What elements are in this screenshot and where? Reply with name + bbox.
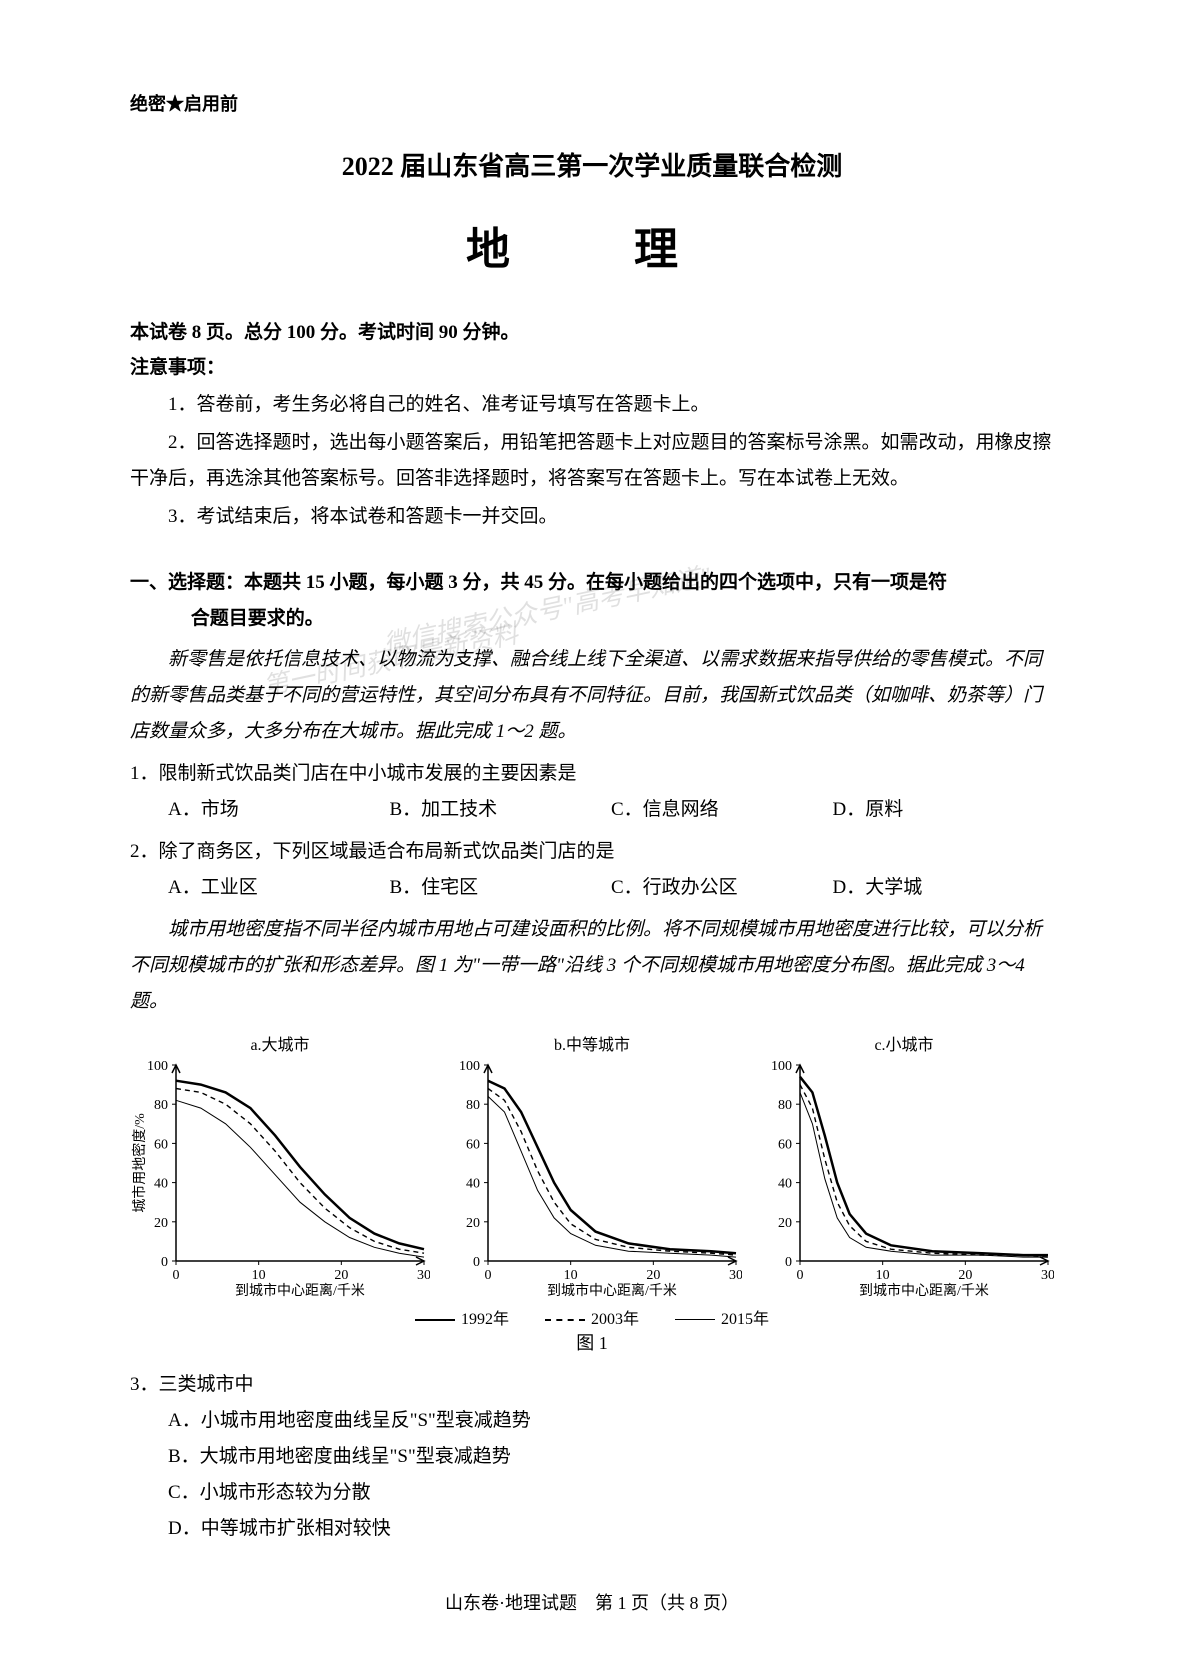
svg-text:10: 10 (876, 1268, 890, 1283)
svg-text:0: 0 (785, 1255, 792, 1270)
chart-b-title: b.中等城市 (442, 1031, 742, 1055)
charts-row: a.大城市 0204060801000102030城市用地密度/%到城市中心距离… (130, 1031, 1054, 1299)
svg-text:80: 80 (778, 1098, 792, 1113)
page-footer: 山东卷·地理试题 第 1 页（共 8 页） (0, 1589, 1184, 1615)
svg-text:100: 100 (459, 1059, 480, 1074)
confidential-note: 绝密★启用前 (130, 90, 1054, 116)
svg-text:20: 20 (646, 1268, 660, 1283)
passage-2: 城市用地密度指不同半径内城市用地占可建设面积的比例。将不同规模城市用地密度进行比… (130, 912, 1054, 1020)
svg-text:100: 100 (771, 1059, 792, 1074)
svg-text:80: 80 (154, 1098, 168, 1113)
svg-text:0: 0 (485, 1268, 492, 1283)
chart-b-svg: 0 20 40 60 80 100 0 10 20 30 到城市中心距离/千米 (442, 1059, 742, 1299)
q3-options: A．小城市用地密度曲线呈反"S"型衰减趋势 B．大城市用地密度曲线呈"S"型衰减… (130, 1403, 1054, 1547)
legend-1992: 1992年 (415, 1305, 509, 1329)
q3-opt-c: C．小城市形态较为分散 (168, 1475, 1054, 1511)
notice-1: 1．答卷前，考生务必将自己的姓名、准考证号填写在答题卡上。 (130, 387, 1054, 423)
q1-opt-a: A．市场 (168, 792, 390, 828)
svg-text:20: 20 (334, 1268, 348, 1283)
q3-opt-a: A．小城市用地密度曲线呈反"S"型衰减趋势 (168, 1403, 1054, 1439)
q2-stem: 2．除了商务区，下列区域最适合布局新式饮品类门店的是 (130, 834, 1054, 870)
svg-text:80: 80 (466, 1098, 480, 1113)
chart-c-title: c.小城市 (754, 1031, 1054, 1055)
svg-text:60: 60 (778, 1137, 792, 1152)
notice-2: 2．回答选择题时，选出每小题答案后，用铅笔把答题卡上对应题目的答案标号涂黑。如需… (130, 425, 1054, 497)
q3-opt-d: D．中等城市扩张相对较快 (168, 1511, 1054, 1547)
notice-3: 3．考试结束后，将本试卷和答题卡一并交回。 (130, 499, 1054, 535)
figure-1-label: 图 1 (130, 1329, 1054, 1355)
chart-c-svg: 0 20 40 60 80 100 0 10 20 30 到城市中心距离/千米 (754, 1059, 1054, 1299)
section-1-head-line2: 合题目要求的。 (130, 601, 1054, 637)
chart-a-title: a.大城市 (130, 1031, 430, 1055)
svg-text:40: 40 (778, 1176, 792, 1191)
legend-2003: 2003年 (545, 1305, 639, 1329)
chart-c: c.小城市 0 20 40 60 80 100 0 10 20 30 到城市中心距离/千米 (754, 1031, 1054, 1299)
q3-stem: 3．三类城市中 (130, 1367, 1054, 1403)
svg-text:到城市中心距离/千米: 到城市中心距离/千米 (859, 1282, 989, 1299)
q2-options: A．工业区 B．住宅区 C．行政办公区 D．大学城 (130, 870, 1054, 906)
svg-text:0: 0 (161, 1255, 168, 1270)
svg-text:40: 40 (154, 1176, 168, 1191)
svg-text:30: 30 (417, 1268, 430, 1283)
svg-text:0: 0 (173, 1268, 180, 1283)
q2-opt-d: D．大学城 (833, 870, 1055, 906)
svg-text:到城市中心距离/千米: 到城市中心距离/千米 (235, 1282, 365, 1299)
q1-stem: 1．限制新式饮品类门店在中小城市发展的主要因素是 (130, 756, 1054, 792)
exam-title: 2022 届山东省高三第一次学业质量联合检测 (130, 146, 1054, 183)
passage-1: 新零售是依托信息技术、以物流为支撑、融合线上线下全渠道、以需求数据来指导供给的零… (130, 642, 1054, 750)
svg-text:0: 0 (797, 1268, 804, 1283)
svg-text:60: 60 (466, 1137, 480, 1152)
notice-head: 注意事项： (130, 352, 1054, 379)
legend-2003-label: 2003年 (591, 1311, 639, 1328)
q1-opt-b: B．加工技术 (390, 792, 612, 828)
legend-2015: 2015年 (675, 1305, 769, 1329)
q1-options: A．市场 B．加工技术 C．信息网络 D．原料 (130, 792, 1054, 828)
svg-text:20: 20 (466, 1215, 480, 1230)
q2-opt-b: B．住宅区 (390, 870, 612, 906)
legend-1992-label: 1992年 (461, 1311, 509, 1328)
section-1-head-line1: 一、选择题：本题共 15 小题，每小题 3 分，共 45 分。在每小题给出的四个… (130, 572, 947, 593)
legend-2015-label: 2015年 (721, 1311, 769, 1328)
svg-text:60: 60 (154, 1137, 168, 1152)
svg-text:10: 10 (564, 1268, 578, 1283)
svg-text:40: 40 (466, 1176, 480, 1191)
svg-text:20: 20 (958, 1268, 972, 1283)
svg-text:城市用地密度/%: 城市用地密度/% (131, 1112, 148, 1212)
chart-b: b.中等城市 0 20 40 60 80 100 0 10 20 30 到城市中心距离/千米 (442, 1031, 742, 1299)
svg-text:到城市中心距离/千米: 到城市中心距离/千米 (547, 1282, 677, 1299)
svg-text:30: 30 (1041, 1268, 1054, 1283)
q2-opt-a: A．工业区 (168, 870, 390, 906)
q1-opt-c: C．信息网络 (611, 792, 833, 828)
svg-text:100: 100 (147, 1059, 168, 1074)
section-1-head: 一、选择题：本题共 15 小题，每小题 3 分，共 45 分。在每小题给出的四个… (130, 565, 1054, 637)
svg-text:20: 20 (778, 1215, 792, 1230)
svg-text:0: 0 (473, 1255, 480, 1270)
q2-opt-c: C．行政办公区 (611, 870, 833, 906)
svg-text:30: 30 (729, 1268, 742, 1283)
chart-a: a.大城市 0 20 40 60 80 100 0 10 20 30 城市用地密度/% 到城市中心距离… (130, 1031, 430, 1299)
chart-legend: 1992年 2003年 2015年 (130, 1305, 1054, 1329)
svg-text:20: 20 (154, 1215, 168, 1230)
exam-meta: 本试卷 8 页。总分 100 分。考试时间 90 分钟。 (130, 317, 1054, 344)
svg-text:10: 10 (252, 1268, 266, 1283)
subject-title: 地 理 (130, 213, 1054, 277)
chart-a-svg: 0 20 40 60 80 100 0 10 20 30 城市用地密度/% 到城市中心距离/千米 (130, 1059, 430, 1299)
exam-page: 微信搜索公众号"高考早知道" 第一时间获取最新资料 绝密★启用前 2022 届山… (0, 0, 1184, 1675)
q1-opt-d: D．原料 (833, 792, 1055, 828)
q3-opt-b: B．大城市用地密度曲线呈"S"型衰减趋势 (168, 1439, 1054, 1475)
